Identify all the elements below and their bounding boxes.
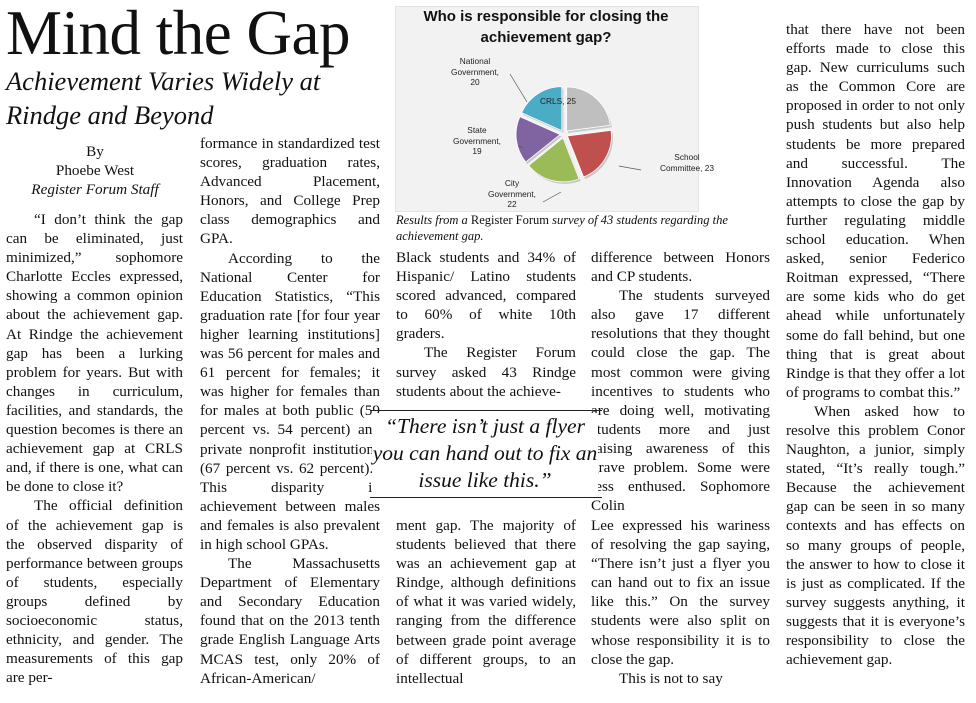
pie-label-state-government: State Government, 19 xyxy=(453,125,501,157)
pie-label-city-government: City Government, 22 xyxy=(488,178,536,210)
pie-label-national-government: National Government, 20 xyxy=(451,56,499,88)
paragraph: The Massachusetts Department of Elementa… xyxy=(200,555,380,687)
paragraph: The Register Forum survey asked 43 Rindg… xyxy=(396,344,576,400)
pie-label-line: 22 xyxy=(507,199,517,209)
paragraph: The students surveyed also gave 17 diffe… xyxy=(591,287,770,515)
column-4-bottom: Lee expressed his wariness of resolving … xyxy=(591,516,770,688)
paragraph: According to the National Center for Edu… xyxy=(200,249,380,553)
caption-text: survey of 43 students regarding the achi… xyxy=(396,213,728,244)
pie-label-line: City xyxy=(504,178,520,188)
byline-by: By xyxy=(86,143,104,160)
column-3-bottom: ment gap. The majority of students belie… xyxy=(396,516,576,688)
headline: Mind the Gap xyxy=(6,0,350,68)
paragraph: Black students and 34% of Hispanic/ Lati… xyxy=(396,249,576,343)
paragraph: This is not to say xyxy=(619,669,723,687)
pull-quote: “There isn’t just a flyer you can hand o… xyxy=(372,413,598,494)
byline: By Phoebe West Register Forum Staff xyxy=(6,142,184,199)
pie-label-line: School xyxy=(674,152,700,162)
chart-title: Who is responsible for closing the achie… xyxy=(423,8,669,46)
pie-leader-line xyxy=(509,73,528,103)
figure-caption: Results from a Register Forum survey of … xyxy=(396,212,776,245)
pie-chart xyxy=(509,73,642,203)
pie-label-line: National xyxy=(459,56,491,66)
pie-slice-school-committee xyxy=(566,129,612,178)
paragraph: that there have not been efforts made to… xyxy=(786,21,965,401)
pie-label-school-committee: School Committee, 23 xyxy=(660,152,714,173)
pie-leader-line xyxy=(518,145,524,149)
column-1: “I don’t think the gap can be eliminated… xyxy=(6,210,183,687)
paragraph: The official definition of the achieveme… xyxy=(6,497,183,687)
paragraph: Lee expressed his wariness of resolving … xyxy=(591,517,770,668)
pie-label-line: 19 xyxy=(472,146,482,156)
paragraph: ment gap. The majority of students belie… xyxy=(396,517,576,687)
column-3-top: Black students and 34% of Hispanic/ Lati… xyxy=(396,248,576,401)
pie-label-line: Government, xyxy=(453,135,501,146)
pie-slice-city-government xyxy=(528,137,580,183)
paragraph: difference between Honors and CP student… xyxy=(591,249,770,286)
pie-label-line: Government, xyxy=(451,66,499,77)
pie-label-line: State xyxy=(467,125,487,135)
pie-label-line: Committee, 23 xyxy=(660,162,714,173)
column-2: formance in standardized test scores, gr… xyxy=(200,134,380,688)
pie-label-line: Government, xyxy=(488,188,536,199)
paragraph: When asked how to resolve this problem C… xyxy=(786,402,965,669)
pie-slice-national-government xyxy=(521,86,563,132)
byline-role: Register Forum Staff xyxy=(31,181,159,198)
pull-quote-rule-bottom xyxy=(370,497,602,498)
subheadline: Achievement Varies Widely at Rindge and … xyxy=(6,66,321,130)
pie-leader-line xyxy=(618,165,642,171)
caption-publication: Register Forum xyxy=(470,213,550,227)
pie-slice-state-government xyxy=(515,116,561,163)
pull-quote-rule-top xyxy=(370,410,602,411)
byline-author: Phoebe West xyxy=(55,162,135,179)
column-5: that there have not been efforts made to… xyxy=(786,20,965,669)
pie-leader-line xyxy=(542,191,562,203)
paragraph: “I don’t think the gap can be eliminated… xyxy=(6,211,183,496)
paragraph: formance in standardized test scores, gr… xyxy=(200,135,380,248)
pie-label-line: 20 xyxy=(470,77,480,87)
column-4-top: difference between Honors and CP student… xyxy=(591,248,770,515)
caption-text: Results from a xyxy=(396,213,471,227)
pie-slice-crls xyxy=(566,86,611,132)
pie-label-crls: CRLS, 25 xyxy=(540,96,576,106)
